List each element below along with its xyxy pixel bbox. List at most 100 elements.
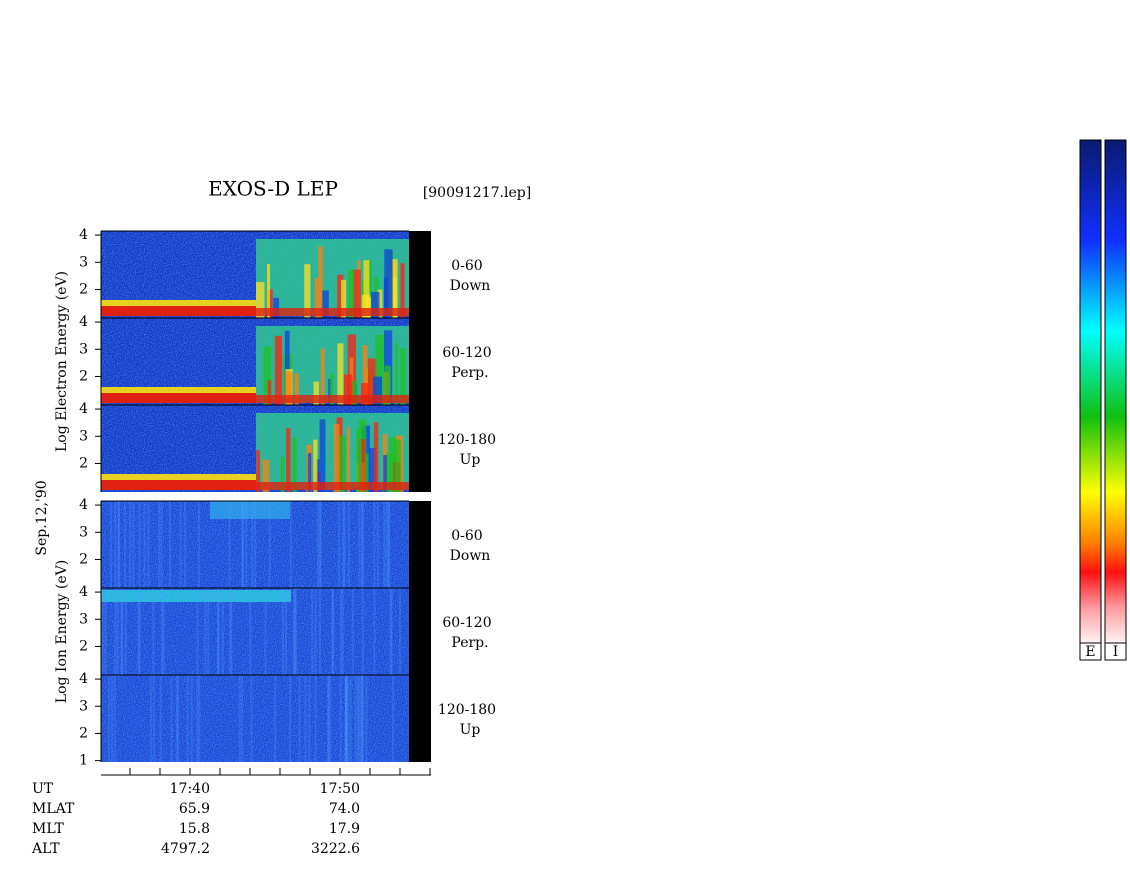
spectrogram-feature (337, 274, 344, 318)
spectrogram-feature (387, 501, 390, 588)
y-tick-label: 2 (79, 638, 88, 654)
colorbar-label-box (1104, 642, 1127, 661)
data-end (409, 675, 431, 762)
orbit-param: MLAT (32, 801, 75, 817)
spectrogram-feature (361, 501, 364, 588)
orbit-param: ALT (31, 841, 60, 857)
spectrogram-feature (196, 675, 199, 762)
spectrogram-feature (344, 675, 347, 762)
spectrogram-feature (256, 282, 265, 318)
y-tick-label: 1 (79, 753, 88, 769)
spectrogram-feature (289, 501, 292, 588)
spectrogram-feature (320, 348, 325, 405)
spectrogram-feature (361, 588, 364, 675)
spectrogram-feature (367, 358, 377, 405)
spectrogram-feature (274, 675, 277, 762)
y-tick-label: 3 (79, 254, 88, 270)
data-end (409, 231, 431, 318)
spectrogram-feature (254, 501, 257, 588)
spectrogram-feature (329, 675, 332, 762)
spectrogram-feature (268, 501, 271, 588)
spectrogram-feature (394, 439, 401, 492)
spectrogram-feature (384, 365, 391, 405)
spectrogram-feature (354, 675, 357, 762)
spectrogram-feature (117, 501, 120, 588)
spectrogram-feature (293, 588, 296, 675)
spectrogram-feature (338, 435, 346, 492)
orbit-value: 65.9 (179, 801, 210, 817)
y-tick-label: 4 (79, 671, 88, 687)
spectrogram-band (101, 590, 291, 602)
spectrogram-feature (337, 343, 344, 405)
spectrogram-feature (351, 380, 358, 405)
spectrogram-feature (152, 675, 155, 762)
spectrogram-feature (377, 289, 383, 318)
spectrogram-feature (327, 675, 330, 762)
spectrogram-feature (371, 291, 380, 318)
file-name: [90091217.lep] (423, 185, 531, 201)
title: EXOS-D LEP (208, 177, 338, 201)
spectrogram-feature (360, 501, 363, 588)
direction: Down (450, 278, 491, 294)
spectrogram-feature (319, 419, 326, 492)
spectrogram-feature (169, 501, 172, 588)
spectrogram-feature (385, 501, 388, 588)
spectrogram-feature (392, 675, 395, 762)
spectrogram-feature (285, 371, 293, 405)
spectrogram-feature (190, 675, 193, 762)
spectrogram-feature (329, 373, 334, 405)
spectrogram-feature (114, 588, 117, 675)
spectrogram-feature (400, 263, 405, 318)
spectrogram-feature (383, 501, 386, 588)
spectrogram-feature (221, 588, 224, 675)
spectrogram-band (101, 300, 256, 308)
spectrogram-feature (344, 675, 347, 762)
spectrogram-feature (314, 675, 317, 762)
spectrogram-feature (138, 588, 141, 675)
spectrogram-feature (286, 428, 291, 492)
spectrogram-feature (319, 501, 322, 588)
spectrogram-feature (292, 437, 297, 492)
spectrogram-feature (162, 588, 165, 675)
spectrogram-feature (241, 501, 244, 588)
spectrogram-feature (138, 501, 141, 588)
spectrogram-feature (339, 675, 342, 762)
spectrogram-feature (267, 264, 271, 318)
spectrogram-feature (360, 675, 363, 762)
colorbar (1104, 139, 1127, 644)
pitch-angle: 0-60 (451, 258, 482, 274)
spectrogram-feature (263, 346, 272, 405)
orbit-value: 3222.6 (311, 841, 360, 857)
spectrogram-feature (314, 588, 317, 675)
spectrogram-feature (345, 675, 348, 762)
spectrogram-feature (368, 447, 377, 492)
spectrogram-feature (176, 675, 179, 762)
spectrogram-noise (101, 675, 409, 762)
colorbar (1079, 139, 1102, 644)
spectrogram-feature (390, 588, 393, 675)
spectrogram-feature (345, 675, 348, 762)
y-tick-label: 4 (79, 227, 88, 243)
spectrogram-feature (152, 588, 155, 675)
direction: Down (450, 548, 491, 564)
spectrogram-feature (347, 270, 355, 318)
spectrogram-feature (331, 588, 334, 675)
spectrogram-feature (124, 501, 127, 588)
spectrogram-noise (101, 588, 409, 675)
spectrogram-feature (267, 380, 272, 405)
spectrogram-feature (319, 501, 322, 588)
y-tick-label: 2 (79, 551, 88, 567)
spectrogram-feature (307, 453, 312, 492)
spectrogram-feature (341, 279, 347, 318)
spectrogram-feature (204, 588, 207, 675)
spectrogram-feature (229, 588, 232, 675)
spectrogram-feature (241, 675, 244, 762)
spectrogram-feature (352, 269, 361, 318)
orbit-param: MLT (32, 821, 64, 837)
spectrogram-feature (108, 675, 111, 762)
spectrogram-band (101, 393, 256, 403)
spectrogram-feature (342, 501, 345, 588)
spectrogram-feature (343, 501, 346, 588)
